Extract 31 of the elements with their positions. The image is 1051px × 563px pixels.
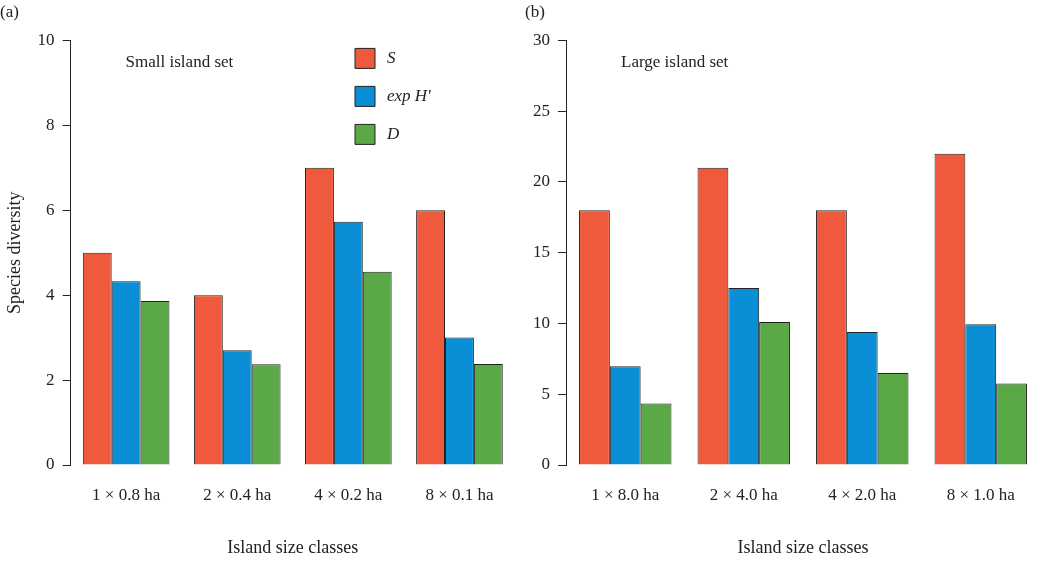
legend-label: S xyxy=(387,47,396,67)
legend-label: D xyxy=(386,123,400,143)
y-tick-label: 6 xyxy=(46,199,55,219)
y-tick-label: 0 xyxy=(46,454,55,474)
x-tick-label: 4 × 0.2 ha xyxy=(314,484,383,504)
legend-label: exp H' xyxy=(387,85,432,105)
x-tick-label: 8 × 1.0 ha xyxy=(946,484,1016,504)
x-tick-label: 1 × 0.8 ha xyxy=(92,484,161,504)
y-tick-label: 0 xyxy=(541,454,550,474)
annotation: Small island set xyxy=(125,51,234,71)
y-tick-label: 15 xyxy=(533,242,550,262)
y-tick-label: 4 xyxy=(46,284,56,304)
x-axis-title: Island size classes xyxy=(737,536,869,557)
y-tick-label: 10 xyxy=(37,29,55,49)
x-tick-label: 2 × 0.4 ha xyxy=(203,484,272,504)
annotation: Large island set xyxy=(621,51,729,71)
y-axis-title: Species diversity xyxy=(3,191,24,314)
y-tick-label: 8 xyxy=(46,114,55,134)
x-tick-label: 4 × 2.0 ha xyxy=(828,484,897,504)
y-tick-label: 20 xyxy=(533,171,550,191)
chart-title: (b) xyxy=(525,1,545,21)
x-tick-label: 2 × 4.0 ha xyxy=(709,484,779,504)
y-tick-label: 30 xyxy=(533,29,550,49)
x-tick-label: 1 × 8.0 ha xyxy=(591,484,660,504)
y-tick-label: 10 xyxy=(533,312,550,332)
chart-title: (a) xyxy=(0,1,19,21)
y-tick-label: 2 xyxy=(46,369,55,389)
y-tick-label: 25 xyxy=(533,100,550,120)
x-axis-title: Island size classes xyxy=(227,536,359,557)
y-tick-label: 5 xyxy=(541,383,550,403)
x-tick-label: 8 × 0.1 ha xyxy=(425,484,494,504)
